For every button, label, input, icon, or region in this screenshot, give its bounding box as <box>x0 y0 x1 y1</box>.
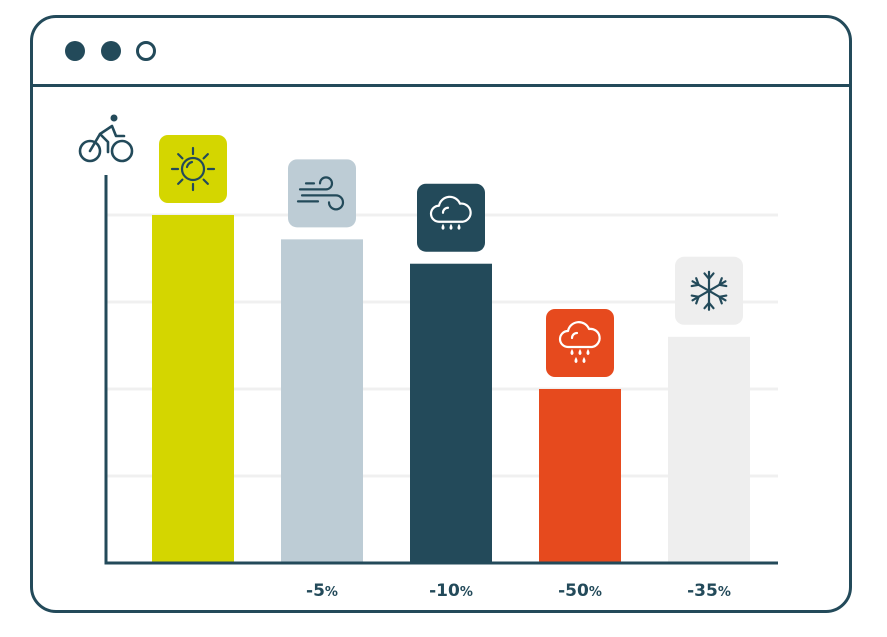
cloud-rain-icon <box>417 183 485 252</box>
window-dot-1[interactable] <box>65 41 85 61</box>
sun-icon <box>159 135 227 203</box>
bar-rain <box>410 263 492 563</box>
cloud-heavy-rain-icon <box>546 309 614 377</box>
bar-snow <box>668 336 750 563</box>
window-dot-2[interactable] <box>101 41 121 61</box>
window-titlebar <box>33 18 849 87</box>
window-dot-3[interactable] <box>136 41 156 61</box>
tick-label: -35% <box>687 581 731 601</box>
icon-badge <box>546 309 614 377</box>
bar-windy <box>281 239 363 564</box>
snowflake-icon <box>675 256 743 325</box>
tick-label: -5% <box>306 581 338 601</box>
tick-label: -50% <box>558 581 602 601</box>
icon-badge <box>417 183 485 252</box>
tick-label: -10% <box>429 581 473 601</box>
icon-badge <box>288 159 356 228</box>
bar-heavy-rain <box>539 389 621 563</box>
icon-badge <box>159 135 227 203</box>
cyclist-icon <box>78 114 134 163</box>
bar-sunny <box>152 215 234 563</box>
wind-icon <box>288 159 356 228</box>
